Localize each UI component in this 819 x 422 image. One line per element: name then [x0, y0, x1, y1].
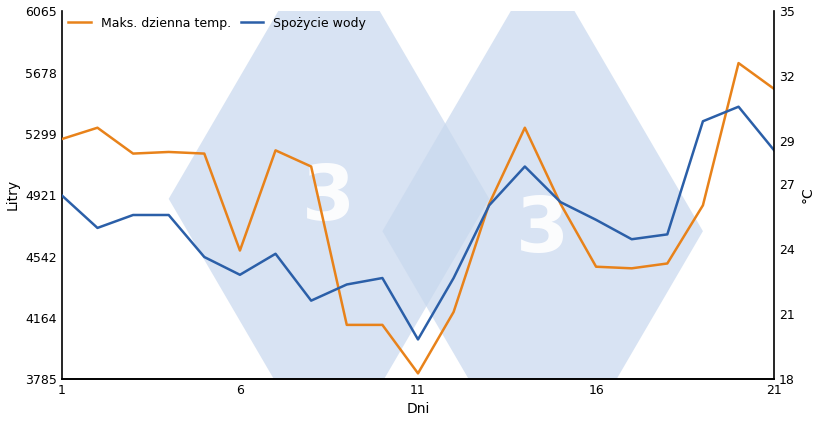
Polygon shape: [169, 0, 489, 422]
Polygon shape: [382, 0, 702, 422]
Legend: Maks. dzienna temp., Spożycie wody: Maks. dzienna temp., Spożycie wody: [68, 17, 365, 30]
Text: 3: 3: [302, 162, 355, 236]
Y-axis label: Litry: Litry: [6, 179, 20, 210]
Text: 3: 3: [515, 194, 568, 268]
X-axis label: Dni: Dni: [406, 403, 429, 417]
Y-axis label: °C: °C: [799, 187, 813, 203]
